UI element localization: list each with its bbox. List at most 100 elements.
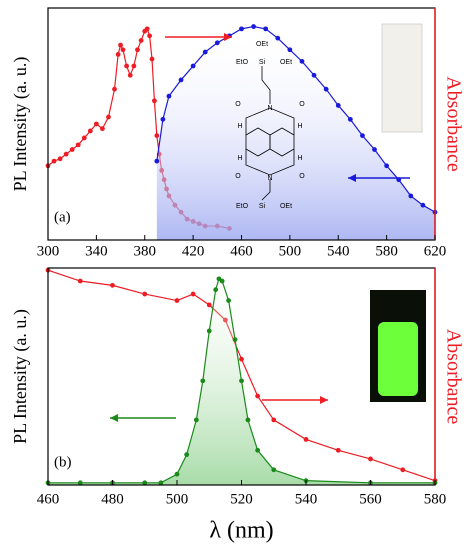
point (213, 287, 219, 293)
x-tick-label: 480 (101, 491, 124, 507)
structure-label: Si (259, 203, 266, 210)
point (110, 282, 115, 288)
point (368, 456, 373, 462)
x-tick-label: 540 (327, 243, 350, 259)
point (149, 56, 155, 62)
x-axis-label: λ (nm) (209, 518, 273, 544)
point (81, 135, 87, 141)
point (384, 163, 390, 169)
point (135, 47, 140, 53)
x-tick-label: 580 (375, 243, 398, 259)
panel-label: (b) (54, 454, 72, 470)
point (147, 33, 152, 39)
point (239, 26, 244, 32)
structure-label: O (235, 173, 241, 180)
structure-label: EtO (236, 59, 249, 66)
point (299, 58, 305, 64)
arrow-head (348, 174, 356, 182)
structure-label: O (235, 101, 241, 108)
point (275, 35, 281, 41)
arrow-head (110, 414, 118, 422)
point (77, 278, 83, 284)
structure-label: O (299, 101, 305, 108)
point (271, 417, 277, 423)
point (408, 193, 414, 199)
point (239, 378, 244, 384)
point (160, 116, 166, 122)
point (323, 86, 329, 92)
y-axis-label: PL Intensity (a. u.) (10, 309, 31, 444)
point (166, 93, 172, 99)
x-tick-label: 500 (279, 243, 302, 259)
point (206, 328, 212, 334)
x-tick-label: 560 (359, 491, 382, 507)
point (226, 298, 232, 303)
point (158, 480, 164, 486)
point (335, 103, 341, 108)
point (51, 158, 57, 164)
point (400, 467, 406, 473)
point (57, 156, 63, 162)
structure-label: H (237, 155, 242, 162)
x-tick-label: 420 (182, 243, 205, 259)
point (372, 147, 377, 152)
point (287, 47, 293, 53)
point (193, 417, 199, 423)
x-tick-label: 620 (424, 243, 447, 259)
point (190, 291, 196, 297)
x-tick-label: 580 (424, 491, 447, 507)
area (156, 26, 435, 241)
x-tick-label: 520 (230, 491, 253, 507)
point (206, 302, 212, 308)
point (63, 151, 69, 157)
point (124, 63, 130, 69)
panel-label: (a) (54, 209, 71, 225)
point (115, 52, 121, 57)
point (190, 63, 196, 69)
point (202, 49, 208, 55)
x-tick-label: 540 (295, 491, 318, 507)
y2-axis-label: Absorbance (442, 76, 464, 172)
point (178, 77, 184, 83)
point (106, 114, 111, 120)
structure-label: H (237, 123, 242, 130)
point (214, 40, 220, 46)
point (87, 128, 93, 134)
point (239, 356, 244, 362)
x-tick-label: 460 (37, 491, 60, 507)
point (93, 121, 99, 127)
x-tick-label: 460 (230, 243, 253, 259)
point (184, 452, 190, 458)
x-tick-label: 300 (37, 243, 60, 259)
point (255, 393, 261, 399)
structure-label: H (297, 123, 302, 130)
point (245, 417, 251, 423)
point (335, 447, 341, 453)
structure-label: N (267, 175, 272, 182)
point (75, 142, 81, 148)
structure-label: O (299, 173, 305, 180)
point (69, 147, 75, 152)
point (174, 471, 180, 477)
x-tick-label: 340 (85, 243, 108, 259)
structure-label: OEt (280, 59, 292, 66)
point (138, 38, 144, 43)
structure-label: N (267, 105, 272, 112)
point (255, 447, 261, 453)
point (154, 133, 160, 139)
point (142, 480, 148, 486)
point (263, 26, 269, 32)
structure-label: Si (259, 59, 266, 66)
x-tick-label: 380 (134, 243, 157, 259)
arrow-head (224, 33, 232, 41)
arrow-head (320, 396, 328, 404)
point (152, 98, 157, 104)
point (271, 467, 277, 473)
point (77, 480, 83, 486)
point (100, 126, 105, 132)
point (347, 116, 353, 122)
line (48, 277, 435, 484)
point (420, 202, 426, 208)
